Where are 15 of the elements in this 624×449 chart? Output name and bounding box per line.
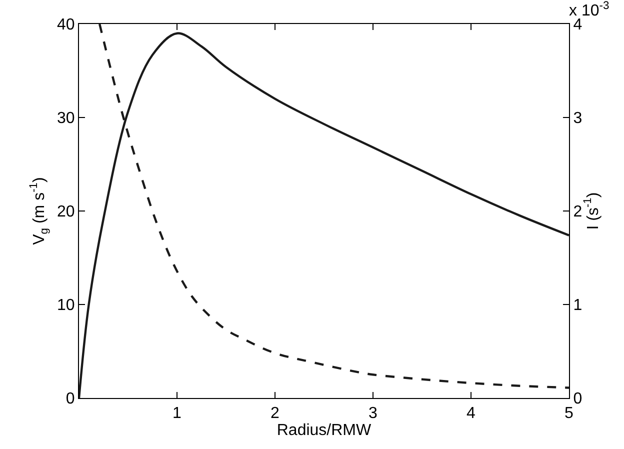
x-tick-label: 1 xyxy=(172,405,182,422)
x-tick-label: 4 xyxy=(466,405,476,422)
y-tick-label: 30 xyxy=(57,110,75,128)
y2-tick-label: 3 xyxy=(573,110,582,128)
x-tick-label: 2 xyxy=(270,405,280,422)
y2-tick-label: 2 xyxy=(573,204,582,221)
y-tick-label: 40 xyxy=(57,16,75,34)
y-tick-label: 0 xyxy=(66,390,75,408)
y2-tick-label: 1 xyxy=(573,297,582,314)
x-tick-label: 5 xyxy=(564,405,574,422)
y2-tick-label: 0 xyxy=(573,390,582,408)
y-tick-label: 10 xyxy=(57,297,75,314)
x-tick-label: 3 xyxy=(368,405,378,422)
x-axis-title: Radius/RMW xyxy=(276,422,372,440)
y-tick-label: 20 xyxy=(57,204,75,221)
